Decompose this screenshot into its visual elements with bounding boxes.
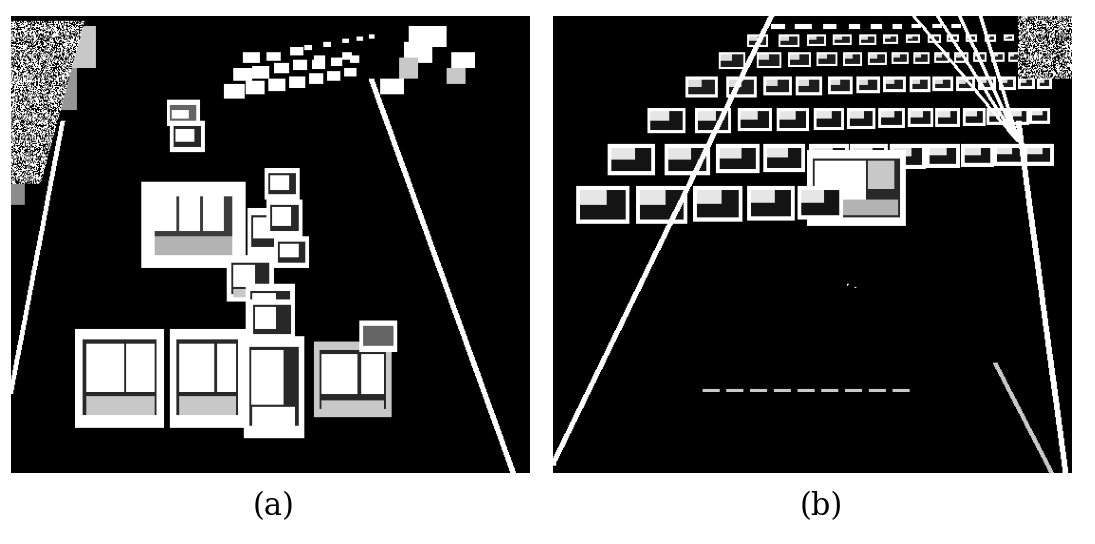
- Text: (b): (b): [799, 491, 843, 522]
- Text: (a): (a): [253, 491, 295, 522]
